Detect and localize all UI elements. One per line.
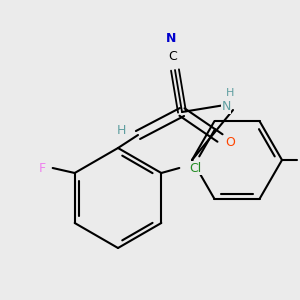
- Text: H: H: [116, 124, 126, 136]
- Text: N: N: [221, 100, 231, 113]
- Text: C: C: [169, 50, 177, 64]
- Text: F: F: [39, 161, 46, 175]
- Text: Cl: Cl: [189, 161, 201, 175]
- Text: N: N: [166, 32, 176, 44]
- Text: H: H: [226, 88, 234, 98]
- Text: O: O: [225, 136, 235, 148]
